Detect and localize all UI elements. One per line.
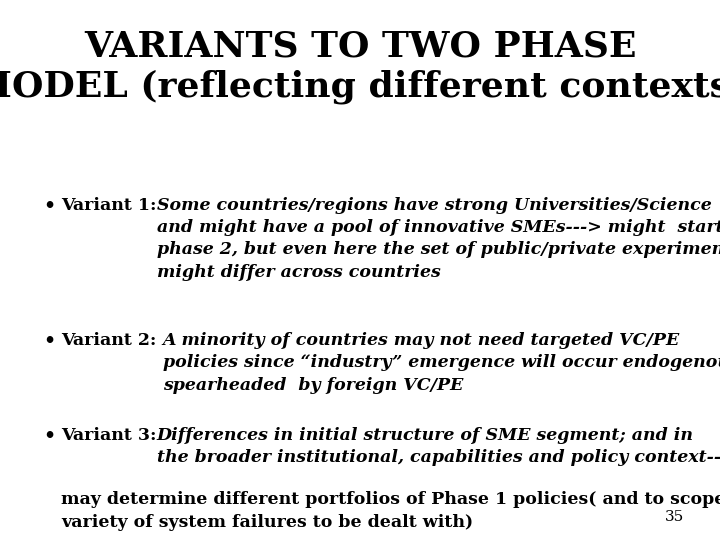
- Text: Variant 2:: Variant 2:: [61, 332, 163, 349]
- Text: Differences in initial structure of SME segment; and in
the broader institutiona: Differences in initial structure of SME …: [157, 427, 720, 466]
- Text: •: •: [43, 332, 55, 350]
- Text: Variant 3:: Variant 3:: [61, 427, 157, 443]
- Text: •: •: [43, 427, 55, 444]
- Text: VARIANTS TO TWO PHASE
MODEL (reflecting different contexts): VARIANTS TO TWO PHASE MODEL (reflecting …: [0, 30, 720, 104]
- Text: A minority of countries may not need targeted VC/PE
policies since “industry” em: A minority of countries may not need tar…: [163, 332, 720, 394]
- Text: may determine different portfolios of Phase 1 policies( and to scope and
variety: may determine different portfolios of Ph…: [61, 491, 720, 531]
- Text: 35: 35: [665, 510, 684, 524]
- Text: •: •: [43, 197, 55, 215]
- Text: Variant 1:: Variant 1:: [61, 197, 157, 214]
- Text: Some countries/regions have strong Universities/Science
and might have a pool of: Some countries/regions have strong Unive…: [157, 197, 720, 281]
